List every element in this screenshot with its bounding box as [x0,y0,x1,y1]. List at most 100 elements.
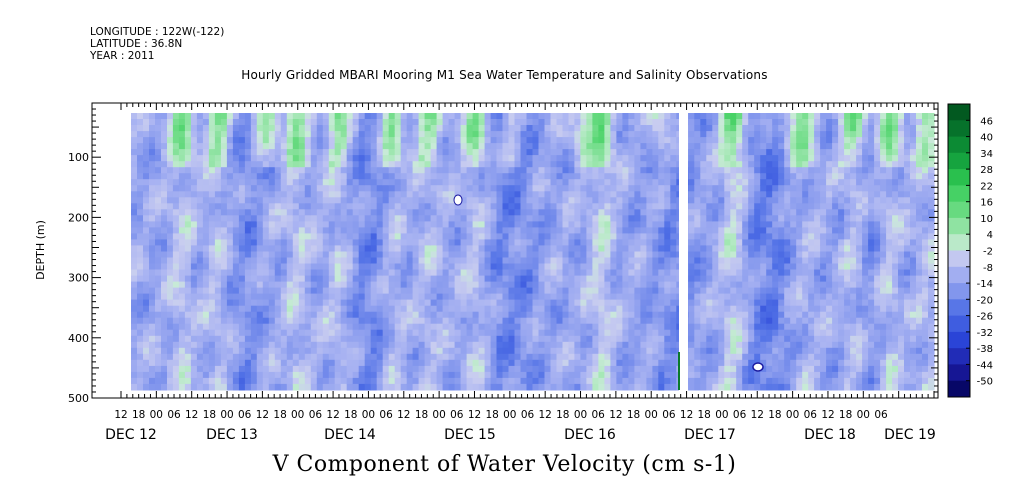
heatmap-cell [436,173,444,180]
heatmap-cell [700,209,707,216]
heatmap-cell [172,245,180,252]
heatmap-cell [340,149,348,156]
heatmap-cell [286,335,294,343]
heatmap-cell [262,263,270,271]
heatmap-cell [460,119,468,126]
heatmap-cell [202,143,210,150]
heatmap-cell [256,239,264,246]
heatmap-cell [412,341,420,349]
heatmap-cell [430,275,438,283]
heatmap-cell [424,245,432,252]
heatmap-cell [748,287,755,295]
heatmap-cell [172,161,180,168]
heatmap-cell [508,191,516,198]
heatmap-cell [526,311,534,319]
heatmap-cell [778,167,785,174]
heatmap-cell [652,119,659,126]
heatmap-cell [400,215,408,222]
heatmap-cell [544,203,552,210]
heatmap-cell [760,353,767,361]
heatmap-cell [580,329,587,337]
heatmap-cell [238,335,246,343]
heatmap-cell [538,113,546,120]
heatmap-cell [730,119,737,126]
heatmap-cell [292,305,300,313]
heatmap-cell [244,329,252,337]
heatmap-cell [143,131,150,138]
heatmap-cell [694,173,701,180]
heatmap-cell [328,329,336,337]
heatmap-cell [310,257,318,265]
heatmap-cell [592,299,599,307]
heatmap-cell [748,161,755,168]
heatmap-cell [190,131,198,138]
heatmap-cell [328,131,336,138]
heatmap-cell [466,245,474,252]
heatmap-cell [550,353,558,361]
heatmap-cell [490,335,498,343]
heatmap-cell [502,263,510,271]
heatmap-cell [664,353,671,361]
heatmap-cell [664,239,671,246]
heatmap-cell [592,257,599,265]
heatmap-cell [340,365,348,373]
heatmap-cell [706,143,713,150]
heatmap-cell [514,347,522,355]
heatmap-cell [526,275,534,283]
heatmap-cell [700,149,707,156]
heatmap-cell [364,305,372,313]
heatmap-cell [634,179,641,186]
heatmap-cell [658,137,665,144]
heatmap-cell [292,137,300,144]
heatmap-cell [466,305,474,313]
heatmap-cell [574,251,581,259]
heatmap-cell [730,257,737,265]
heatmap-cell [202,197,210,204]
heatmap-cell [406,347,414,355]
heatmap-cell [520,347,528,355]
heatmap-cell [292,131,300,138]
heatmap-cell [370,149,378,156]
heatmap-cell [454,353,462,361]
heatmap-cell [448,257,456,265]
heatmap-cell [628,377,635,385]
heatmap-cell [484,149,492,156]
heatmap-cell [634,263,641,271]
heatmap-cell [700,383,707,391]
heatmap-cell [370,359,378,367]
heatmap-cell [172,191,180,198]
heatmap-cell [358,257,366,265]
heatmap-cell [394,305,402,313]
heatmap-cell [358,275,366,283]
heatmap-cell [161,365,168,373]
heatmap-cell [250,197,258,204]
heatmap-cell [478,131,486,138]
heatmap-cell [706,197,713,204]
heatmap-cell [304,167,312,174]
heatmap-cell [484,185,492,192]
heatmap-cell [448,281,456,289]
heatmap-cell [646,155,653,162]
heatmap-cell [202,149,210,156]
heatmap-cell [712,269,719,277]
heatmap-cell [484,179,492,186]
heatmap-cell [760,215,767,222]
heatmap-cell [772,131,779,138]
heatmap-cell [646,197,653,204]
heatmap-cell [574,119,581,126]
heatmap-cell [766,167,773,174]
heatmap-cell [448,113,456,120]
heatmap-cell [646,275,653,283]
heatmap-cell [149,215,156,222]
heatmap-cell [274,305,282,313]
heatmap-cell [340,377,348,385]
heatmap-cell [760,197,767,204]
heatmap-cell [580,173,587,180]
heatmap-cell [370,305,378,313]
heatmap-cell [137,143,144,150]
heatmap-cell [514,269,522,277]
heatmap-cell [652,299,659,307]
heatmap-cell [274,317,282,325]
heatmap-cell [754,143,761,150]
heatmap-cell [688,293,695,301]
